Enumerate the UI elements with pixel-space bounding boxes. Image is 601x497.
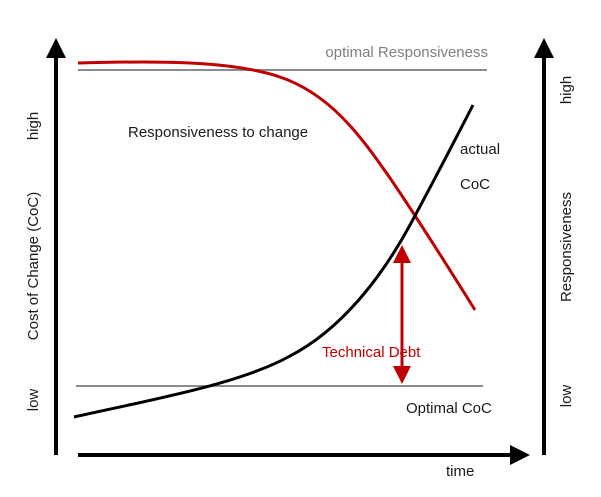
responsiveness-curve [77, 60, 477, 311]
left-axis-title: Cost of Change (CoC) [25, 192, 42, 340]
right-axis-title: Responsiveness [558, 192, 575, 302]
right-axis-low-label: low [558, 385, 575, 408]
optimal-coc-label: Optimal CoC [406, 400, 492, 417]
right-axis-high-label: high [558, 76, 575, 104]
left-axis-low-label: low [25, 389, 42, 412]
time-axis-label: time [446, 463, 474, 480]
actual-coc-label-line1: actual [460, 141, 500, 158]
technical-debt-label: Technical Debt [322, 344, 421, 361]
actual-coc-curve [73, 104, 475, 419]
responsiveness-curve-label: Responsiveness to change [128, 124, 308, 141]
right-axis-arrowhead-icon [534, 38, 554, 58]
left-axis-high-label: high [25, 112, 42, 140]
actual-coc-label-line2: CoC [460, 176, 490, 193]
time-axis-arrowhead-icon [510, 445, 530, 465]
left-axis-arrowhead-icon [46, 38, 66, 58]
optimal-responsiveness-label: optimal Responsiveness [325, 44, 488, 61]
